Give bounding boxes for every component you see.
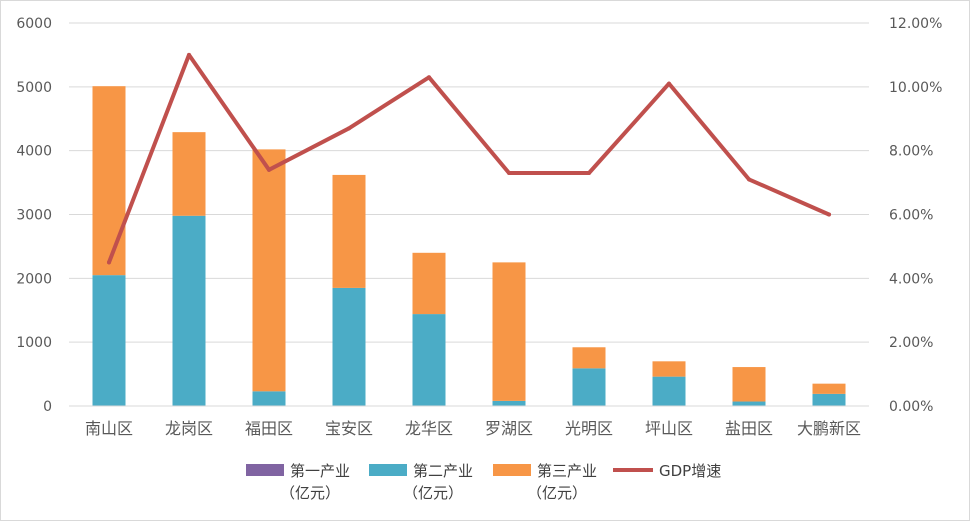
bar-segment [252, 391, 286, 406]
legend-label-unit: （亿元） [280, 484, 340, 502]
legend-label: 第二产业 [413, 462, 473, 480]
y-left-tick-label: 5000 [16, 80, 52, 96]
bar-segment [172, 132, 206, 216]
gdp-growth-point [427, 75, 431, 80]
bar-segment [92, 86, 126, 276]
legend-label-unit: （亿元） [527, 484, 587, 502]
bar-segment [572, 368, 606, 406]
bar-segment [332, 287, 366, 406]
bar-segment [492, 262, 526, 401]
legend-label-unit: （亿元） [403, 484, 463, 502]
legend-swatch [369, 464, 407, 476]
x-category-label: 龙岗区 [165, 419, 213, 438]
bar-segment [252, 149, 286, 392]
gdp-growth-point [587, 171, 591, 176]
bar-segment [732, 401, 766, 406]
bar-segment [172, 215, 206, 406]
y-left-tick-label: 6000 [16, 16, 52, 32]
y-right-tick-label: 8.00% [889, 144, 933, 160]
x-category-label: 南山区 [85, 419, 133, 438]
bar-segment [332, 174, 366, 288]
legend: 第一产业 （亿元） 第二产业 （亿元） 第三产业 （亿元） GDP增速 [246, 462, 721, 502]
x-category-label: 罗湖区 [485, 419, 533, 438]
x-category-label: 龙华区 [405, 419, 453, 438]
bar-segment [652, 376, 686, 406]
bar-segment [572, 347, 606, 369]
legend-swatch [246, 464, 284, 476]
gdp-growth-line-path [107, 52, 831, 265]
gdp-growth-point [827, 212, 831, 217]
bar-segment [92, 275, 126, 406]
legend-label: 第一产业 [290, 462, 350, 480]
y-right-tick-label: 6.00% [889, 208, 933, 224]
x-category-label: 盐田区 [725, 419, 773, 438]
gdp-growth-line [107, 52, 831, 265]
x-category-label: 大鹏新区 [797, 419, 861, 438]
bar-segment [412, 252, 446, 315]
y-right-tick-label: 12.00% [889, 16, 942, 32]
y-left-tick-label: 4000 [16, 144, 52, 160]
gdp-growth-point [507, 171, 511, 176]
x-category-label: 福田区 [245, 419, 293, 438]
bars [92, 86, 846, 406]
legend-label: GDP增速 [659, 462, 721, 480]
bar-segment [812, 393, 846, 406]
gdp-growth-point [107, 260, 111, 265]
x-category-label: 宝安区 [325, 419, 373, 438]
y-right-tick-label: 10.00% [889, 80, 942, 96]
y-left-tick-label: 2000 [16, 271, 52, 287]
bar-segment [652, 361, 686, 377]
legend-swatch [493, 464, 531, 476]
gdp-growth-point [267, 167, 271, 172]
y-left-tick-label: 0 [43, 399, 52, 415]
y-right-tick-label: 2.00% [889, 335, 933, 351]
y-left-tick-label: 1000 [16, 335, 52, 351]
x-category-label: 坪山区 [645, 419, 693, 438]
bar-segment [412, 314, 446, 406]
y-right-tick-label: 0.00% [889, 399, 933, 415]
gdp-growth-point [347, 126, 351, 131]
x-category-label: 光明区 [565, 419, 613, 438]
bar-segment [492, 400, 526, 406]
gdp-growth-point [187, 52, 191, 57]
legend-label: 第三产业 [537, 462, 597, 480]
y-left-tick-label: 3000 [16, 208, 52, 224]
axes: 0 1000 2000 3000 4000 5000 6000 0.00% 2.00% 4.00%… [16, 16, 942, 438]
bar-segment [732, 367, 766, 402]
bar-segment [812, 383, 846, 394]
gdp-growth-point [667, 81, 671, 86]
gdp-growth-point [747, 177, 751, 182]
y-right-tick-label: 4.00% [889, 271, 933, 287]
